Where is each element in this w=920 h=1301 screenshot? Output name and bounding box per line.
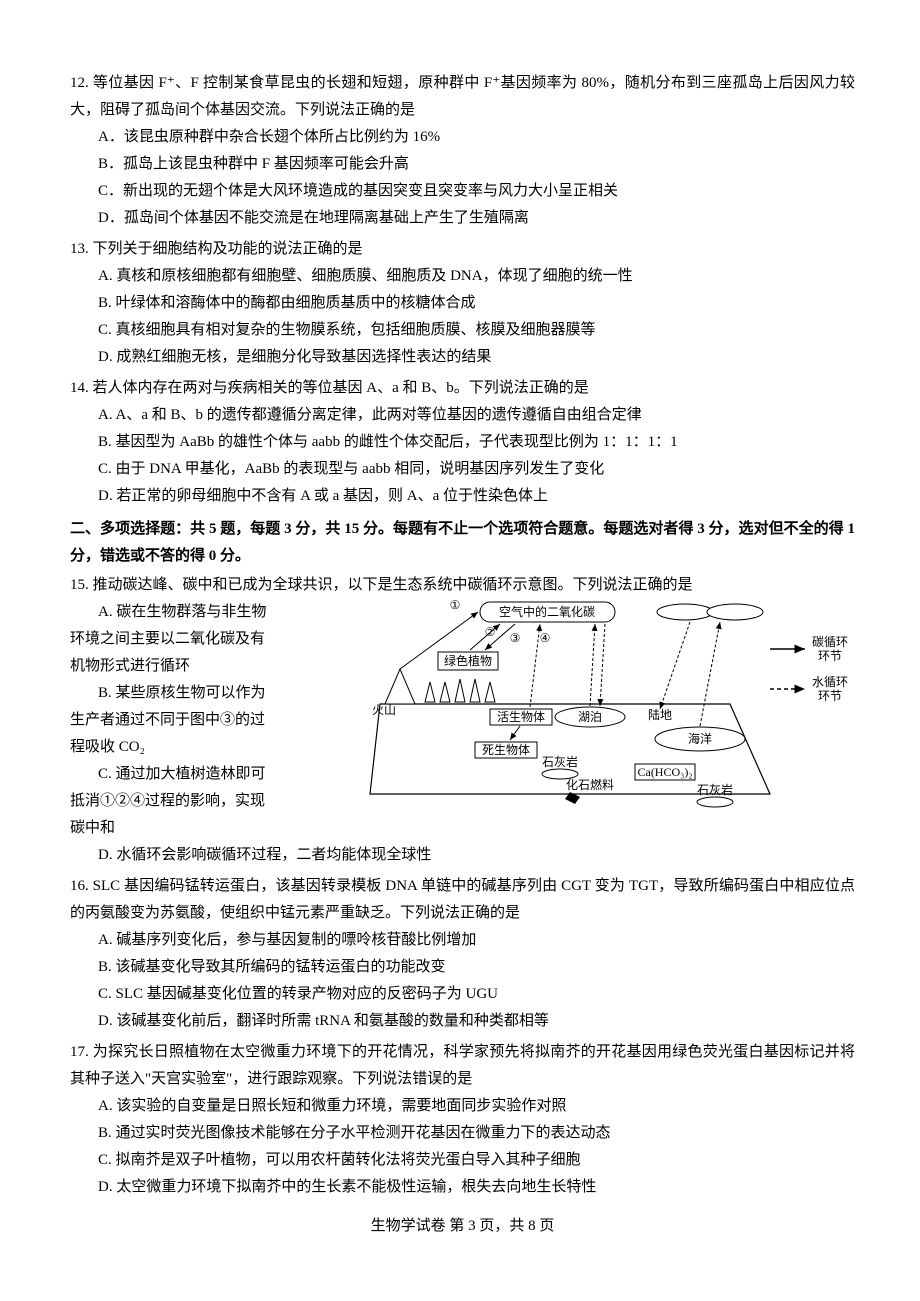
carbon-cycle-diagram: 空气中的二氧化碳 火山 绿色植物 活生物体 [360,594,850,824]
q12-option-c: C．新出现的无翅个体是大风环境造成的基因突变且突变率与风力大小呈正相关 [70,178,855,205]
question-12: 12. 等位基因 F⁺、F 控制某食草昆虫的长翅和短翅，原种群中 F⁺基因频率为… [70,70,855,232]
page-footer: 生物学试卷 第 3 页，共 8 页 [70,1213,855,1240]
q14-option-b: B. 基因型为 AaBb 的雄性个体与 aabb 的雌性个体交配后，子代表现型比… [70,429,855,456]
q14-option-c: C. 由于 DNA 甲基化，AaBb 的表现型与 aabb 相同，说明基因序列发… [70,456,855,483]
label-limestone1: 石灰岩 [542,754,578,769]
question-15: 15. 推动碳达峰、碳中和已成为全球共识，以下是生态系统中碳循环示意图。下列说法… [70,572,855,869]
label-caco3: Ca(HCO₃)₂ [637,765,692,779]
q13-option-c: C. 真核细胞具有相对复杂的生物膜系统，包括细胞质膜、核膜及细胞器膜等 [70,317,855,344]
label-n3: ③ [510,631,521,645]
q12-stem: 12. 等位基因 F⁺、F 控制某食草昆虫的长翅和短翅，原种群中 F⁺基因频率为… [70,70,855,124]
q15-option-a-line3: 机物形式进行循环 [70,653,355,680]
label-air-co2: 空气中的二氧化碳 [499,604,595,619]
q15-option-d: D. 水循环会影响碳循环过程，二者均能体现全球性 [70,842,855,869]
svg-text:环节: 环节 [818,649,842,663]
carbon-cycle-svg: 空气中的二氧化碳 火山 绿色植物 活生物体 [360,594,850,824]
label-water-cycle: 水循环 [812,675,848,689]
label-n4: ④ [540,631,551,645]
label-land: 陆地 [648,707,672,722]
q15-option-b-line1: B. 某些原核生物可以作为 [70,680,355,707]
label-volcano: 火山 [372,703,396,717]
svg-text:环节: 环节 [818,689,842,703]
label-green-plant: 绿色植物 [444,653,492,668]
question-16: 16. SLC 基因编码锰转运蛋白，该基因转录模板 DNA 单链中的碱基序列由 … [70,873,855,1035]
q14-option-a: A. A、a 和 B、b 的遗传都遵循分离定律，此两对等位基因的遗传遵循自由组合… [70,402,855,429]
q13-stem: 13. 下列关于细胞结构及功能的说法正确的是 [70,236,855,263]
q15-wrapped-options: A. 碳在生物群落与非生物 环境之间主要以二氧化碳及有 机物形式进行循环 B. … [70,599,355,842]
q15-option-c-line3: 碳中和 [70,815,355,842]
question-17: 17. 为探究长日照植物在太空微重力环境下的开花情况，科学家预先将拟南芥的开花基… [70,1039,855,1201]
label-n1: ① [450,598,461,612]
q13-option-a: A. 真核和原核细胞都有细胞壁、细胞质膜、细胞质及 DNA，体现了细胞的统一性 [70,263,855,290]
q15-option-c-line1: C. 通过加大植树造林即可 [70,761,355,788]
question-13: 13. 下列关于细胞结构及功能的说法正确的是 A. 真核和原核细胞都有细胞壁、细… [70,236,855,371]
label-dead: 死生物体 [482,743,530,757]
q17-option-c: C. 拟南芥是双子叶植物，可以用农杆菌转化法将荧光蛋白导入其种子细胞 [70,1147,855,1174]
q13-option-b: B. 叶绿体和溶酶体中的酶都由细胞质基质中的核糖体合成 [70,290,855,317]
question-14: 14. 若人体内存在两对与疾病相关的等位基因 A、a 和 B、b。下列说法正确的… [70,375,855,510]
q16-option-d: D. 该碱基变化前后，翻译时所需 tRNA 和氨基酸的数量和种类都相等 [70,1008,855,1035]
label-living: 活生物体 [497,710,545,724]
q17-option-b: B. 通过实时荧光图像技术能够在分子水平检测开花基因在微重力下的表达动态 [70,1120,855,1147]
q12-option-d: D．孤岛间个体基因不能交流是在地理隔离基础上产生了生殖隔离 [70,205,855,232]
label-carbon-cycle: 碳循环 [812,635,848,649]
q15-option-b-line2: 生产者通过不同于图中③的过 [70,707,355,734]
section-2-header: 二、多项选择题：共 5 题，每题 3 分，共 15 分。每题有不止一个选项符合题… [70,516,855,570]
q12-option-b: B．孤岛上该昆虫种群中 F 基因频率可能会升高 [70,151,855,178]
q15-option-b-line3: 程吸收 CO₂ [70,734,355,761]
q14-option-d: D. 若正常的卵母细胞中不含有 A 或 a 基因，则 A、a 位于性染色体上 [70,483,855,510]
q13-option-d: D. 成熟红细胞无核，是细胞分化导致基因选择性表达的结果 [70,344,855,371]
q15-option-c-line2: 抵消①②④过程的影响，实现 [70,788,355,815]
q14-stem: 14. 若人体内存在两对与疾病相关的等位基因 A、a 和 B、b。下列说法正确的… [70,375,855,402]
q15-option-a-line2: 环境之间主要以二氧化碳及有 [70,626,355,653]
label-ocean: 海洋 [688,731,712,746]
q15-option-a-line1: A. 碳在生物群落与非生物 [70,599,355,626]
label-lake: 湖泊 [578,709,602,724]
label-fossil: 化石燃料 [566,777,614,792]
label-limestone2: 石灰岩 [697,782,733,797]
q17-option-d: D. 太空微重力环境下拟南芥中的生长素不能极性运输，根失去向地生长特性 [70,1174,855,1201]
q16-option-b: B. 该碱基变化导致其所编码的锰转运蛋白的功能改变 [70,954,855,981]
q16-option-c: C. SLC 基因碱基变化位置的转录产物对应的反密码子为 UGU [70,981,855,1008]
label-n2: ② [485,625,496,639]
q16-stem: 16. SLC 基因编码锰转运蛋白，该基因转录模板 DNA 单链中的碱基序列由 … [70,873,855,927]
q17-stem: 17. 为探究长日照植物在太空微重力环境下的开花情况，科学家预先将拟南芥的开花基… [70,1039,855,1093]
q12-option-a: A．该昆虫原种群中杂合长翅个体所占比例约为 16% [70,124,855,151]
q17-option-a: A. 该实验的自变量是日照长短和微重力环境，需要地面同步实验作对照 [70,1093,855,1120]
q16-option-a: A. 碱基序列变化后，参与基因复制的嘌呤核苷酸比例增加 [70,927,855,954]
